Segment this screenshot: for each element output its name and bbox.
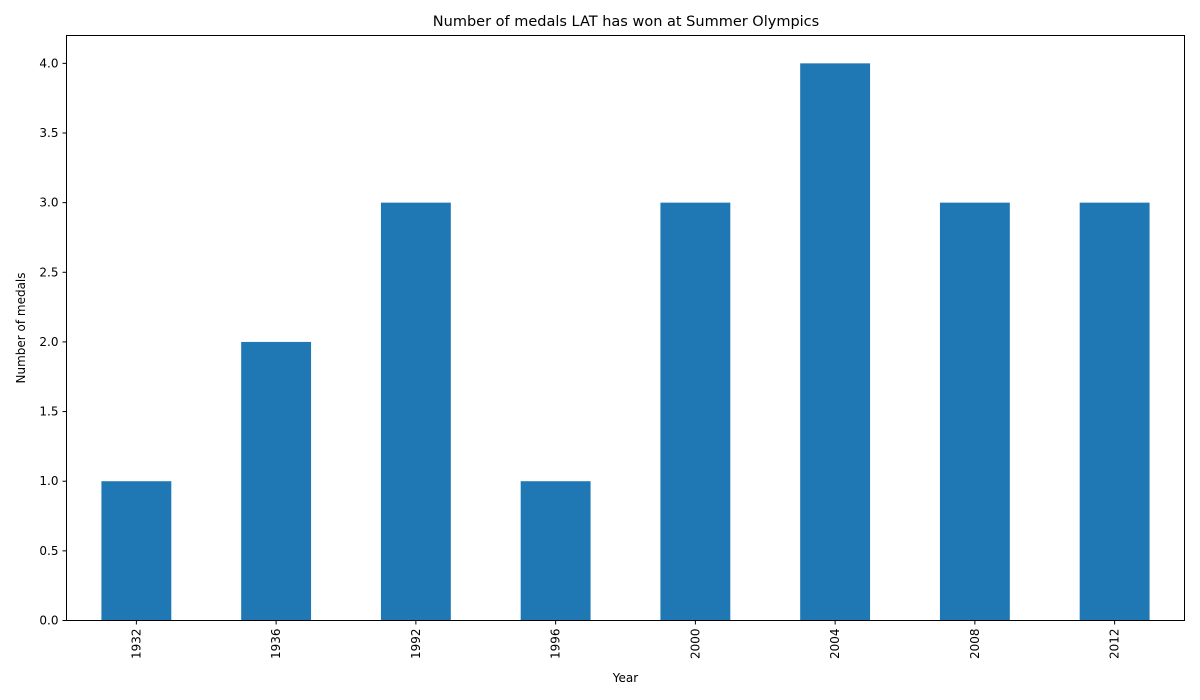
y-tick-label: 1.5: [39, 405, 58, 419]
x-tick-label: 1932: [129, 629, 143, 660]
chart-title: Number of medals LAT has won at Summer O…: [433, 14, 819, 30]
y-axis: 0.0 0.5 1.0 1.5 2.0 2.5 3.0 3.5 4.0: [39, 56, 67, 628]
y-axis-title: Number of medals: [14, 272, 28, 383]
y-tick-label: 0.5: [39, 544, 58, 558]
bar-1936: [241, 341, 312, 621]
bar-2000: [660, 202, 731, 621]
y-tick-label: 3.0: [39, 196, 58, 210]
bar-1992: [380, 202, 451, 621]
bar-2012: [1079, 202, 1150, 621]
y-tick-label: 2.0: [39, 335, 58, 349]
x-tick-label: 2000: [688, 629, 702, 660]
x-axis: 1932 1936 1992 1996 2000 2004 2008 2012: [129, 620, 1122, 660]
bars-layer: [101, 63, 1150, 621]
bar-1932: [101, 481, 172, 621]
plot-frame: [66, 35, 1185, 621]
bar-2008: [939, 202, 1010, 621]
x-tick-label: 1992: [409, 629, 423, 660]
y-tick-label: 2.5: [39, 265, 58, 279]
y-tick-label: 0.0: [39, 614, 58, 628]
y-tick-label: 3.5: [39, 126, 58, 140]
x-axis-title: Year: [612, 671, 638, 685]
x-tick-label: 2008: [968, 629, 982, 660]
bar-2004: [800, 63, 871, 621]
y-tick-label: 4.0: [39, 56, 58, 70]
bar-1996: [520, 481, 591, 621]
y-tick-label: 1.0: [39, 474, 58, 488]
x-tick-label: 1996: [549, 629, 563, 660]
x-tick-label: 2004: [828, 629, 842, 660]
x-tick-label: 1936: [269, 629, 283, 660]
x-tick-label: 2012: [1108, 629, 1122, 660]
